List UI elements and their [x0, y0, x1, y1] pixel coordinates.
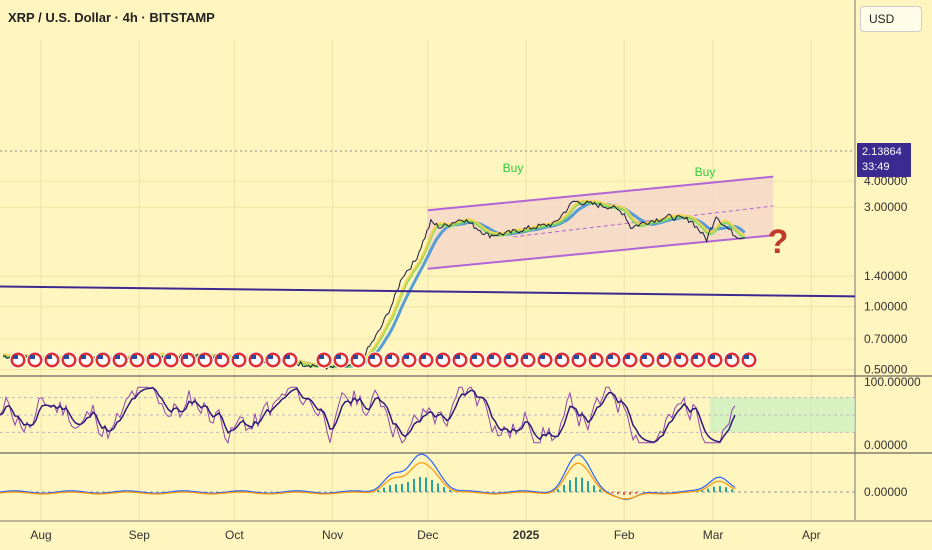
us-flag-icon	[536, 351, 554, 369]
us-flag-icon	[145, 351, 163, 369]
price-channel[interactable]	[427, 175, 774, 270]
current-price-tag: 2.13864 33:49	[857, 143, 911, 177]
y-tick-label: 1.40000	[864, 269, 908, 283]
us-flag-icon	[485, 351, 503, 369]
flag-markers	[9, 351, 758, 369]
us-flag-icon	[77, 351, 95, 369]
us-flag-icon	[366, 351, 384, 369]
x-tick-label: 2025	[513, 528, 540, 542]
support-line	[0, 285, 856, 298]
us-flag-icon	[247, 351, 265, 369]
us-flag-icon	[655, 351, 673, 369]
us-flag-icon	[434, 351, 452, 369]
us-flag-icon	[43, 351, 61, 369]
buy-label: Buy	[695, 165, 716, 179]
currency-button[interactable]: USD	[860, 6, 922, 32]
us-flag-icon	[349, 351, 367, 369]
us-flag-icon	[383, 351, 401, 369]
y-tick-label: 4.00000	[864, 174, 908, 188]
us-flag-icon	[502, 351, 520, 369]
buy-label: Buy	[503, 161, 524, 175]
us-flag-icon	[179, 351, 197, 369]
us-flag-icon	[553, 351, 571, 369]
us-flag-icon	[570, 351, 588, 369]
us-flag-icon	[111, 351, 129, 369]
osc-slow-line	[0, 387, 736, 443]
us-flag-icon	[723, 351, 741, 369]
us-flag-icon	[451, 351, 469, 369]
osc-tick-label: 0.00000	[864, 438, 908, 452]
question-mark: ?	[768, 223, 789, 261]
osc-fast-line	[0, 386, 736, 445]
x-tick-label: Sep	[129, 528, 151, 542]
us-flag-icon	[26, 351, 44, 369]
channel-upper-line	[427, 175, 774, 212]
us-flag-icon	[417, 351, 435, 369]
us-flag-icon	[706, 351, 724, 369]
x-tick-label: Nov	[322, 528, 343, 542]
channel-lower-line	[427, 234, 774, 270]
x-tick-label: Oct	[225, 528, 244, 542]
us-flag-icon	[60, 351, 78, 369]
y-tick-label: 1.00000	[864, 300, 908, 314]
channel-mid-line	[513, 205, 774, 238]
chart-extras: ? Buy Buy	[0, 150, 856, 298]
us-flag-icon	[672, 351, 690, 369]
us-flag-icon	[128, 351, 146, 369]
us-flag-icon	[638, 351, 656, 369]
axes: 4.00000 3.00000 1.40000 1.00000 0.70000 0.500…	[30, 174, 921, 542]
us-flag-icon	[689, 351, 707, 369]
us-flag-icon	[468, 351, 486, 369]
us-flag-icon	[587, 351, 605, 369]
osc-tick-label: 100.00000	[864, 375, 921, 389]
us-flag-icon	[230, 351, 248, 369]
x-tick-label: Dec	[417, 528, 438, 542]
us-flag-icon	[9, 351, 27, 369]
us-flag-icon	[332, 351, 350, 369]
chart-title: XRP / U.S. Dollar · 4h · BITSTAMP	[8, 10, 215, 25]
channel-fill	[427, 176, 774, 269]
us-flag-icon	[400, 351, 418, 369]
x-tick-label: Feb	[614, 528, 635, 542]
y-tick-label: 0.70000	[864, 332, 908, 346]
current-price-value: 2.13864	[862, 146, 902, 158]
x-tick-label: Aug	[30, 528, 51, 542]
us-flag-icon	[196, 351, 214, 369]
macd-pane	[0, 453, 855, 501]
us-flag-icon	[604, 351, 622, 369]
oscillator-pane	[0, 386, 855, 445]
y-tick-label: 3.00000	[864, 200, 908, 214]
y-tick-label: 0.50000	[864, 362, 908, 376]
x-tick-label: Apr	[802, 528, 821, 542]
us-flag-icon	[740, 351, 758, 369]
us-flag-icon	[621, 351, 639, 369]
us-flag-icon	[94, 351, 112, 369]
macd-signal-line	[0, 462, 736, 500]
us-flag-icon	[264, 351, 282, 369]
us-flag-icon	[162, 351, 180, 369]
us-flag-icon	[315, 351, 333, 369]
us-flag-icon	[281, 351, 299, 369]
bar-countdown: 33:49	[862, 161, 890, 173]
us-flag-icon	[519, 351, 537, 369]
macd-tick-label: 0.00000	[864, 485, 908, 499]
x-tick-label: Mar	[703, 528, 724, 542]
us-flag-icon	[213, 351, 231, 369]
